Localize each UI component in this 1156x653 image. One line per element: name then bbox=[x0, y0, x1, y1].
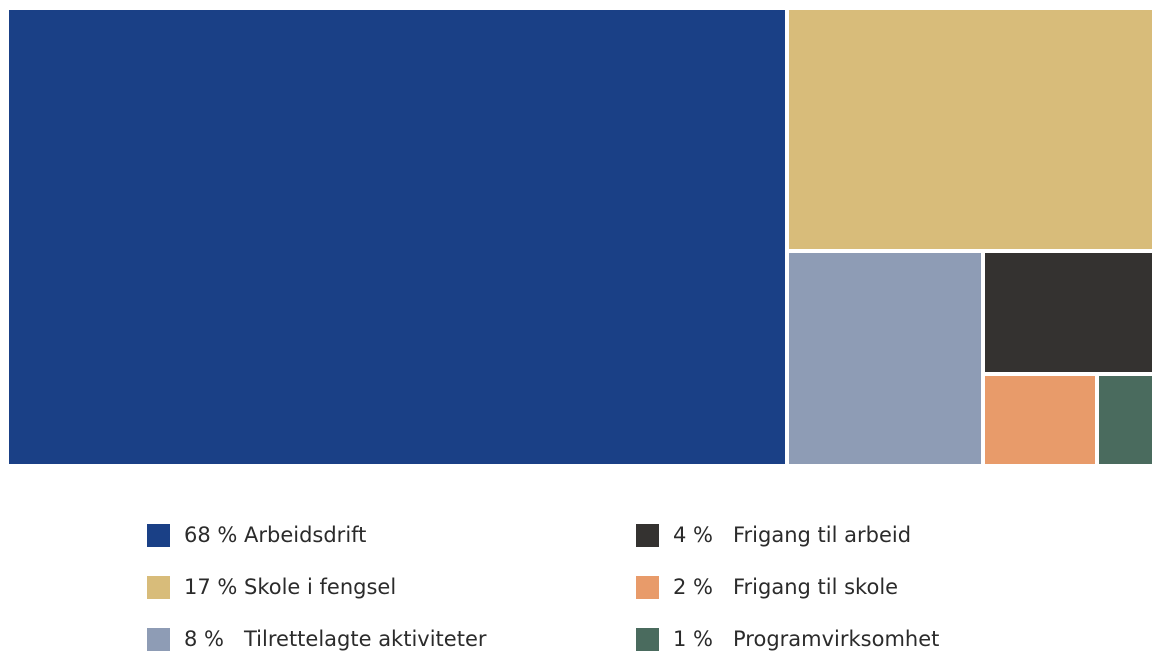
treemap bbox=[9, 10, 1156, 468]
legend-percent: 2 % bbox=[673, 575, 713, 599]
legend-label: Tilrettelagte aktiviteter bbox=[244, 627, 487, 651]
treemap-tile bbox=[1098, 375, 1152, 464]
treemap-tile bbox=[788, 253, 981, 464]
legend-item: 68 % Arbeidsdrift bbox=[147, 521, 366, 549]
legend-swatch bbox=[147, 575, 170, 599]
legend-swatch bbox=[147, 523, 170, 547]
legend-item: 17 % Skole i fengsel bbox=[147, 573, 396, 601]
legend-label: Skole i fengsel bbox=[244, 575, 397, 599]
legend-swatch bbox=[636, 575, 659, 599]
treemap-tile bbox=[9, 10, 785, 464]
treemap-tile bbox=[788, 10, 1152, 250]
legend-label: Arbeidsdrift bbox=[244, 523, 367, 547]
legend-percent: 1 % bbox=[673, 627, 713, 651]
legend-item: 4 % Frigang til arbeid bbox=[636, 521, 911, 549]
legend-swatch bbox=[636, 523, 659, 547]
legend-percent: 17 % bbox=[184, 575, 238, 599]
legend-label: Frigang til arbeid bbox=[733, 523, 912, 547]
legend-item: 2 % Frigang til skole bbox=[636, 573, 898, 601]
legend-percent: 8 % bbox=[184, 627, 224, 651]
legend-swatch bbox=[636, 627, 659, 651]
legend-swatch bbox=[147, 627, 170, 651]
treemap-tile bbox=[984, 375, 1095, 464]
legend-item: 1 % Programvirksomhet bbox=[636, 625, 939, 653]
legend-item: 8 % Tilrettelagte aktiviteter bbox=[147, 625, 487, 653]
treemap-tile bbox=[984, 253, 1152, 372]
legend-label: Frigang til skole bbox=[733, 575, 899, 599]
legend-percent: 4 % bbox=[673, 523, 713, 547]
legend-label: Programvirksomhet bbox=[733, 627, 940, 651]
legend-percent: 68 % bbox=[184, 523, 238, 547]
